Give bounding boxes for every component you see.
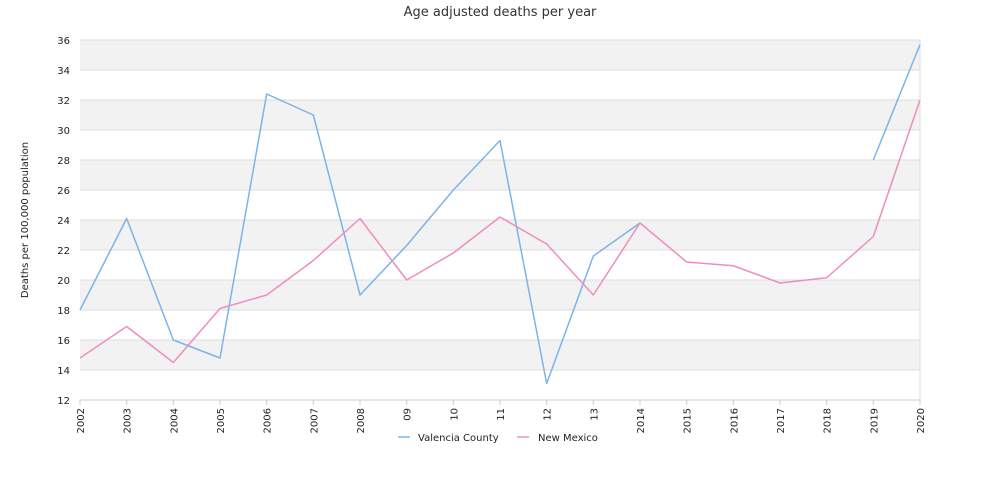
series-valencia-county[interactable] <box>79 44 921 385</box>
series-line[interactable] <box>79 99 921 364</box>
series-new-mexico[interactable] <box>79 99 921 364</box>
series-line[interactable] <box>79 93 641 385</box>
y-tick-label: 12 <box>57 396 70 407</box>
x-tick-label: 11 <box>496 408 507 421</box>
x-tick-label: 2007 <box>309 408 320 433</box>
y-tick-label: 28 <box>57 156 70 167</box>
y-tick-label: 34 <box>57 66 70 77</box>
y-tick-label: 16 <box>57 336 70 347</box>
y-tick-label: 18 <box>57 306 70 317</box>
x-tick-label: 2015 <box>683 408 694 433</box>
x-tick-label: 10 <box>449 408 460 421</box>
y-tick-label: 26 <box>57 186 70 197</box>
x-tick-label: 2002 <box>76 408 87 433</box>
plot-band <box>80 160 920 190</box>
x-tick-label: 09 <box>403 408 414 421</box>
x-axis-ticks: 2002 2003 2004 2005 2006 2007 2008 09 10 11 12 13 20… <box>76 400 927 433</box>
series-lines <box>79 44 921 385</box>
x-tick-label: 2019 <box>869 408 880 433</box>
plot-band <box>80 370 920 400</box>
series-line[interactable] <box>872 44 921 161</box>
x-tick-label: 2014 <box>636 408 647 433</box>
plot-band <box>80 220 920 250</box>
y-tick-label: 30 <box>57 126 70 137</box>
x-tick-label: 2018 <box>823 408 834 433</box>
x-tick-label: 2006 <box>263 408 274 433</box>
x-tick-label: 2017 <box>776 408 787 433</box>
y-tick-label: 20 <box>57 276 70 287</box>
plot-band <box>80 130 920 160</box>
plot-band <box>80 190 920 220</box>
plot-band <box>80 340 920 370</box>
x-tick-label: 2005 <box>216 408 227 433</box>
legend-label: New Mexico <box>538 433 598 444</box>
x-tick-label: 2008 <box>356 408 367 433</box>
y-tick-label: 24 <box>57 216 70 227</box>
plot-band <box>80 250 920 280</box>
x-tick-label: 2016 <box>729 408 740 433</box>
y-axis-label: Deaths per 100,000 population <box>20 142 31 298</box>
plot-bands <box>80 40 920 400</box>
x-tick-label: 2004 <box>169 408 180 433</box>
y-tick-label: 14 <box>57 366 70 377</box>
x-tick-label: 13 <box>589 408 600 421</box>
plot-band <box>80 100 920 130</box>
chart-title: Age adjusted deaths per year <box>404 5 597 20</box>
legend-label: Valencia County <box>418 433 499 444</box>
x-tick-label: 2020 <box>916 408 927 433</box>
plot-band <box>80 310 920 340</box>
y-axis-ticks: 12 14 16 18 20 22 24 26 28 30 32 34 36 <box>57 36 70 407</box>
y-tick-label: 32 <box>57 96 70 107</box>
plot-band <box>80 40 920 70</box>
legend[interactable]: Valencia County New Mexico <box>398 433 598 444</box>
x-tick-label: 2003 <box>123 408 134 433</box>
legend-item[interactable]: Valencia County <box>398 433 499 444</box>
legend-item[interactable]: New Mexico <box>517 433 598 444</box>
x-tick-label: 12 <box>543 408 554 421</box>
y-tick-label: 36 <box>57 36 70 47</box>
plot-band <box>80 70 920 100</box>
plot-band <box>80 280 920 310</box>
y-tick-label: 22 <box>57 246 70 257</box>
